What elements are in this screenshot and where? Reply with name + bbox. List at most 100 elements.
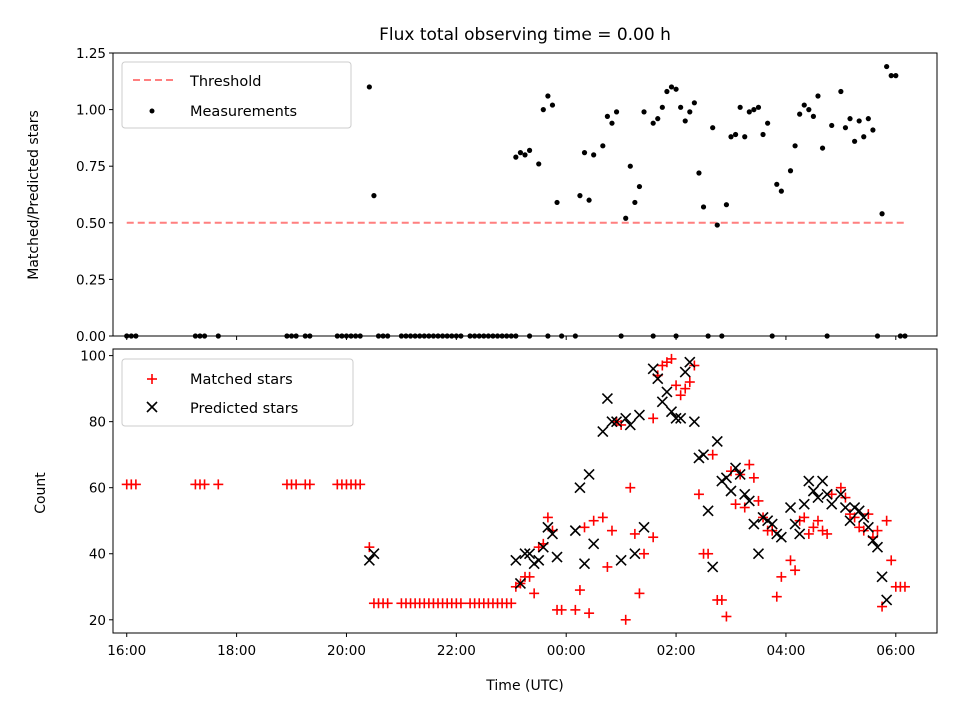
predicted-star-point [363,554,375,566]
bottom-x-label: Time (UTC) [485,678,563,694]
matched-star-point [524,571,535,582]
matched-star-point [130,479,141,490]
top-y-ticks: 0.00 0.25 0.50 0.75 1.00 1.25 [76,46,113,345]
measurement-point [819,145,826,151]
measurement-point [577,193,583,199]
predicted-star-point [574,482,586,494]
measurement-point [536,161,542,167]
predicted-star-point [368,548,380,560]
measurement-point [449,333,455,339]
predicted-star-point [757,511,769,523]
measurement-point [467,333,473,339]
predicted-star-point [743,495,755,507]
predicted-star-point [839,501,852,514]
matched-star-point [675,390,686,401]
legend-matched-label: Matched stars [190,372,293,388]
matched-star-point [881,515,892,526]
measurement-point [385,333,391,339]
matched-star-point [529,588,540,599]
matched-star-point [620,614,631,625]
matched-star-point [556,604,567,615]
predicted-star-point [546,528,559,540]
measurement-point [366,84,372,90]
measurement-point [760,131,766,138]
matched-star-point [455,598,466,609]
measurement-point [334,333,340,339]
predicted-star-point [569,525,581,537]
predicted-star-point [638,521,650,533]
measurement-point [787,168,794,174]
legend-threshold-label: Threshold [189,74,261,90]
bottom-x-tick-label: 20:00 [327,643,366,659]
measurement-point [641,109,647,115]
predicted-star-point [716,475,728,487]
measurement-point [453,333,459,339]
bottom-legend-box [121,358,354,427]
measurement-point [627,163,633,169]
measurement-point [650,120,656,126]
measurement-point [421,333,427,339]
predicted-star-point [524,548,536,560]
measurement-point [879,211,885,217]
predicted-star-point [798,498,810,510]
matched-star-point [877,601,888,612]
measurement-point [737,104,743,110]
predicted-star-point [519,548,531,560]
matched-star-point [771,591,782,602]
top-y-label: Matched/Predicted stars [26,110,42,280]
bottom-y-label: Count [33,472,49,514]
matched-star-point [629,528,640,539]
matched-star-point [199,479,210,490]
predicted-star-point [578,558,591,570]
matched-star-point [785,555,796,566]
predicted-star-point [730,462,742,474]
matched-star-point [579,522,590,533]
bottom-x-tick-label: 04:00 [766,643,805,659]
measurement-point [636,183,643,190]
predicted-star-point [739,488,751,500]
predicted-star-point [665,406,678,418]
predicted-star-point [647,363,659,375]
matched-star-point [597,512,608,523]
measurement-point [339,333,345,339]
top-legend: Threshold Measurements [121,61,352,129]
matched-star-point [639,548,650,559]
measurement-point [288,333,295,339]
predicted-star-point [871,541,884,553]
measurement-point [728,134,734,140]
top-legend-box [121,61,352,129]
measurement-point [664,88,670,95]
measurement-point [128,333,134,339]
predicted-star-point [675,412,687,424]
matched-star-point [584,608,595,619]
predicted-star-point [597,425,609,438]
measurement-point [343,333,350,339]
measurement-point [572,333,578,339]
matched-star-point [776,571,787,582]
measurement-point [618,333,624,339]
measurement-point [371,193,377,199]
measurement-point [197,333,203,339]
measurement-point [769,333,775,339]
measurement-point [490,333,496,339]
measurement-point [307,333,313,339]
measurement-point [357,333,363,339]
predicted-star-point [803,475,815,487]
measurement-point [742,134,748,140]
predicted-star-point [881,594,893,606]
matched-star-point [840,492,851,503]
measurement-point [897,333,903,339]
predicted-star-point [533,554,545,566]
measurement-point [124,333,130,339]
matched-star-point [570,604,581,615]
measurement-point [604,113,611,119]
measurement-point [673,86,679,92]
matched-star-point [602,561,613,572]
matched-star-point [730,499,741,510]
measurement-point [751,107,757,113]
bottom-x-tick-label: 18:00 [217,643,256,659]
matched-star-point [707,449,718,460]
measurement-point [581,150,588,156]
matched-star-point [648,413,659,424]
predicted-star-point [601,392,613,405]
